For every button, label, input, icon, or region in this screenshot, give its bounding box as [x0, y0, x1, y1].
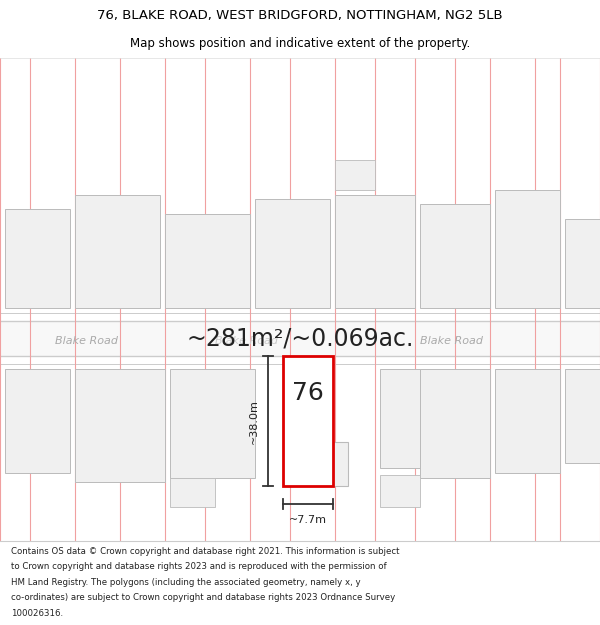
Text: co-ordinates) are subject to Crown copyright and database rights 2023 Ordnance S: co-ordinates) are subject to Crown copyr…: [11, 593, 395, 602]
Bar: [5, 209, 70, 308]
Text: 76: 76: [292, 381, 324, 405]
Bar: [255, 199, 330, 308]
Text: Blake Road: Blake Road: [215, 336, 278, 346]
Bar: [283, 442, 348, 486]
Text: Contains OS data © Crown copyright and database right 2021. This information is : Contains OS data © Crown copyright and d…: [11, 546, 400, 556]
Bar: [420, 204, 490, 308]
Bar: [283, 356, 333, 486]
Text: to Crown copyright and database rights 2023 and is reproduced with the permissio: to Crown copyright and database rights 2…: [11, 562, 386, 571]
Bar: [380, 369, 420, 468]
Bar: [380, 474, 420, 507]
Bar: [420, 369, 490, 478]
Bar: [5, 369, 70, 472]
Bar: [495, 189, 560, 308]
Bar: [565, 219, 600, 308]
Text: Map shows position and indicative extent of the property.: Map shows position and indicative extent…: [130, 38, 470, 51]
Bar: [495, 369, 560, 472]
Text: ~38.0m: ~38.0m: [249, 399, 259, 444]
Bar: [165, 214, 250, 308]
Bar: [335, 194, 415, 308]
Text: ~281m²/~0.069ac.: ~281m²/~0.069ac.: [187, 326, 413, 351]
Bar: [170, 478, 215, 507]
Text: Blake Road: Blake Road: [55, 336, 118, 346]
Text: ~7.7m: ~7.7m: [289, 515, 327, 525]
Bar: [0, 321, 600, 356]
Bar: [335, 160, 375, 189]
Bar: [75, 369, 165, 482]
Bar: [75, 194, 160, 308]
Text: Blake Road: Blake Road: [420, 336, 483, 346]
Text: HM Land Registry. The polygons (including the associated geometry, namely x, y: HM Land Registry. The polygons (includin…: [11, 578, 361, 587]
Bar: [565, 369, 600, 462]
Text: 100026316.: 100026316.: [11, 609, 63, 618]
Bar: [170, 369, 255, 478]
Text: 76, BLAKE ROAD, WEST BRIDGFORD, NOTTINGHAM, NG2 5LB: 76, BLAKE ROAD, WEST BRIDGFORD, NOTTINGH…: [97, 9, 503, 22]
